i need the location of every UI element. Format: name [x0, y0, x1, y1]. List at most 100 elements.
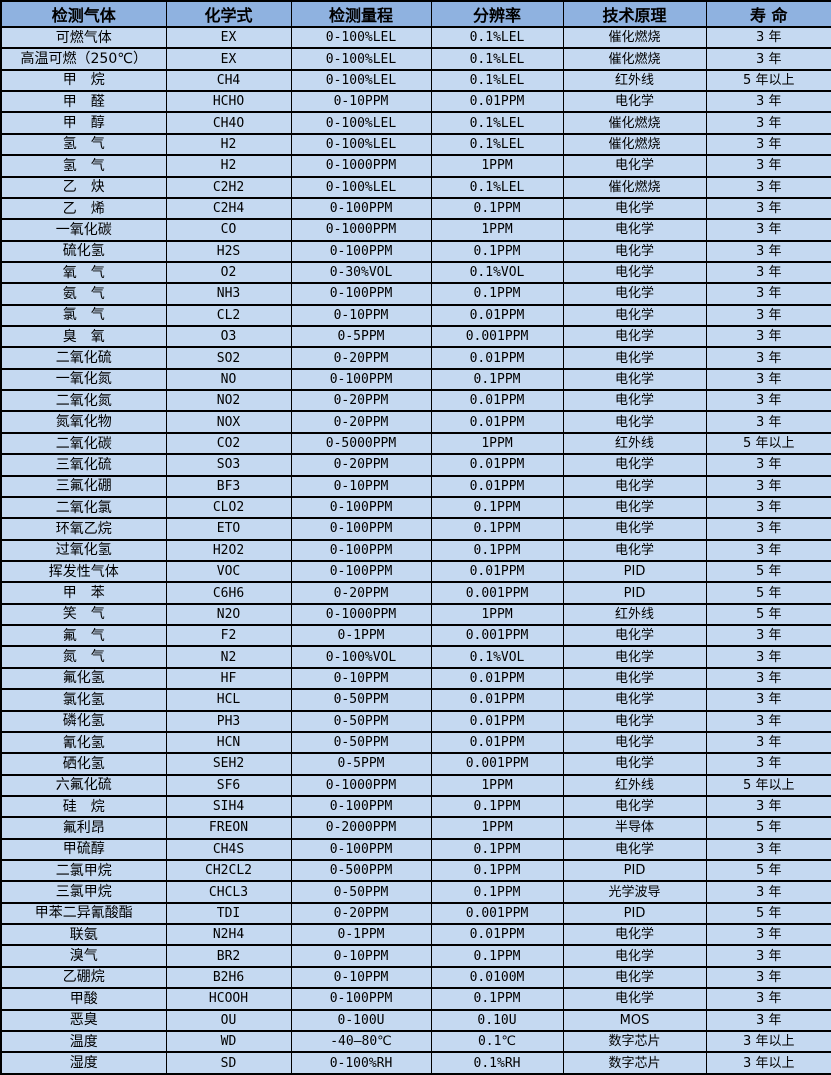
cell-principle: 电化学 — [562, 325, 707, 349]
cell-principle: MOS — [562, 1008, 707, 1032]
cell-principle: 红外线 — [562, 602, 707, 627]
cell-principle: 电化学 — [562, 645, 707, 669]
cell-resolution: 0.1%LEL — [430, 111, 564, 135]
cell-resolution: 0.1%RH — [430, 1051, 564, 1075]
cell-gas: 氮氧化物 — [0, 410, 167, 434]
cell-principle: 电化学 — [562, 944, 707, 968]
cell-gas: 二氯甲烷 — [0, 858, 167, 883]
cell-lifespan: 3 年 — [705, 944, 831, 968]
cell-resolution: 0.001PPM — [430, 325, 564, 349]
cell-resolution: 1PPM — [430, 154, 564, 178]
cell-range: 0-1000PPM — [290, 773, 432, 797]
cell-gas: 笑 气 — [0, 602, 167, 627]
cell-lifespan: 3 年 — [705, 794, 831, 819]
cell-gas: 氨 气 — [0, 282, 167, 306]
cell-gas: 二氧化硫 — [0, 346, 167, 370]
cell-formula: N2O — [165, 602, 292, 627]
cell-resolution: 0.01PPM — [430, 730, 564, 755]
cell-resolution: 1PPM — [430, 218, 564, 242]
cell-range: 0-100PPM — [290, 559, 432, 584]
cell-formula: SF6 — [165, 773, 292, 797]
cell-lifespan: 3 年 — [705, 389, 831, 413]
cell-range: 0-5000PPM — [290, 431, 432, 456]
cell-gas: 三氧化硫 — [0, 453, 167, 477]
cell-range: 0-100%LEL — [290, 68, 432, 93]
cell-resolution: 0.01PPM — [430, 666, 564, 691]
cell-principle: 催化燃烧 — [562, 175, 707, 199]
cell-gas: 氮 气 — [0, 645, 167, 669]
cell-range: 0-500PPM — [290, 858, 432, 883]
cell-principle: 电化学 — [562, 837, 707, 862]
table-row: 温度 WD -40—80℃ 0.1℃ 数字芯片 3 年以上 — [0, 1029, 831, 1054]
cell-lifespan: 3 年 — [705, 239, 831, 263]
cell-lifespan: 3 年以上 — [705, 1029, 831, 1054]
cell-gas: 甲苯二异氰酸酯 — [0, 901, 167, 926]
cell-resolution: 1PPM — [430, 816, 564, 840]
cell-gas: 甲酸 — [0, 987, 167, 1011]
cell-principle: 电化学 — [562, 453, 707, 477]
cell-resolution: 0.1PPM — [430, 858, 564, 883]
table-row: 甲 烷 CH4 0-100%LEL 0.1%LEL 红外线 5 年以上 — [0, 68, 831, 93]
table-row: 可燃气体 EX 0-100%LEL 0.1%LEL 催化燃烧 3 年 — [0, 25, 831, 50]
cell-principle: PID — [562, 858, 707, 883]
cell-principle: 电化学 — [562, 923, 707, 947]
cell-resolution: 0.1%LEL — [430, 175, 564, 199]
cell-range: 0-100PPM — [290, 517, 432, 541]
cell-formula: H2 — [165, 154, 292, 178]
cell-resolution: 0.1%LEL — [430, 25, 564, 50]
cell-resolution: 0.1%VOL — [430, 260, 564, 285]
cell-range: 0-100PPM — [290, 239, 432, 263]
table-row: 笑 气 N2O 0-1000PPM 1PPM 红外线 5 年 — [0, 602, 831, 627]
cell-lifespan: 3 年 — [705, 880, 831, 904]
cell-range: 0-10PPM — [290, 666, 432, 691]
cell-resolution: 0.0100M — [430, 965, 564, 990]
cell-principle: PID — [562, 901, 707, 926]
cell-formula: CHCL3 — [165, 880, 292, 904]
table-row: 硒化氢 SEH2 0-5PPM 0.001PPM 电化学 3 年 — [0, 752, 831, 776]
cell-range: 0-1000PPM — [290, 602, 432, 627]
cell-resolution: 0.01PPM — [430, 346, 564, 370]
table-row: 氟利昂 FREON 0-2000PPM 1PPM 半导体 5 年 — [0, 816, 831, 840]
cell-range: 0-1000PPM — [290, 218, 432, 242]
table-row: 高温可燃（250℃） EX 0-100%LEL 0.1%LEL 催化燃烧 3 年 — [0, 47, 831, 71]
cell-formula: NO2 — [165, 389, 292, 413]
table-row: 二氧化硫 SO2 0-20PPM 0.01PPM 电化学 3 年 — [0, 346, 831, 370]
table-row: 环氧乙烷 ETO 0-100PPM 0.1PPM 电化学 3 年 — [0, 517, 831, 541]
table-row: 臭 氧 O3 0-5PPM 0.001PPM 电化学 3 年 — [0, 325, 831, 349]
cell-gas: 乙 烯 — [0, 196, 167, 221]
cell-range: 0-100U — [290, 1008, 432, 1032]
table-row: 磷化氢 PH3 0-50PPM 0.01PPM 电化学 3 年 — [0, 709, 831, 733]
cell-principle: 电化学 — [562, 260, 707, 285]
cell-lifespan: 3 年 — [705, 218, 831, 242]
cell-gas: 环氧乙烷 — [0, 517, 167, 541]
cell-formula: ETO — [165, 517, 292, 541]
cell-gas: 氯 气 — [0, 303, 167, 328]
cell-gas: 氧 气 — [0, 260, 167, 285]
cell-gas: 六氟化硫 — [0, 773, 167, 797]
cell-range: 0-100PPM — [290, 538, 432, 563]
cell-principle: 电化学 — [562, 495, 707, 520]
cell-lifespan: 3 年 — [705, 367, 831, 392]
table-row: 硅 烷 SIH4 0-100PPM 0.1PPM 电化学 3 年 — [0, 794, 831, 819]
cell-resolution: 0.1PPM — [430, 239, 564, 263]
cell-lifespan: 3 年 — [705, 111, 831, 135]
cell-formula: H2S — [165, 239, 292, 263]
cell-formula: CO — [165, 218, 292, 242]
cell-formula: N2 — [165, 645, 292, 669]
cell-gas: 氢 气 — [0, 132, 167, 157]
cell-lifespan: 5 年 — [705, 858, 831, 883]
cell-resolution: 0.1%LEL — [430, 132, 564, 157]
table-row: 恶臭 OU 0-100U 0.10U MOS 3 年 — [0, 1008, 831, 1032]
cell-principle: 电化学 — [562, 367, 707, 392]
cell-principle: 电化学 — [562, 794, 707, 819]
cell-range: 0-20PPM — [290, 410, 432, 434]
cell-range: 0-50PPM — [290, 709, 432, 733]
cell-formula: H2 — [165, 132, 292, 157]
cell-lifespan: 3 年 — [705, 474, 831, 498]
cell-range: 0-100%VOL — [290, 645, 432, 669]
cell-gas: 硫化氢 — [0, 239, 167, 263]
cell-lifespan: 3 年 — [705, 196, 831, 221]
cell-formula: N2H4 — [165, 923, 292, 947]
cell-lifespan: 3 年 — [705, 90, 831, 114]
cell-formula: H2O2 — [165, 538, 292, 563]
